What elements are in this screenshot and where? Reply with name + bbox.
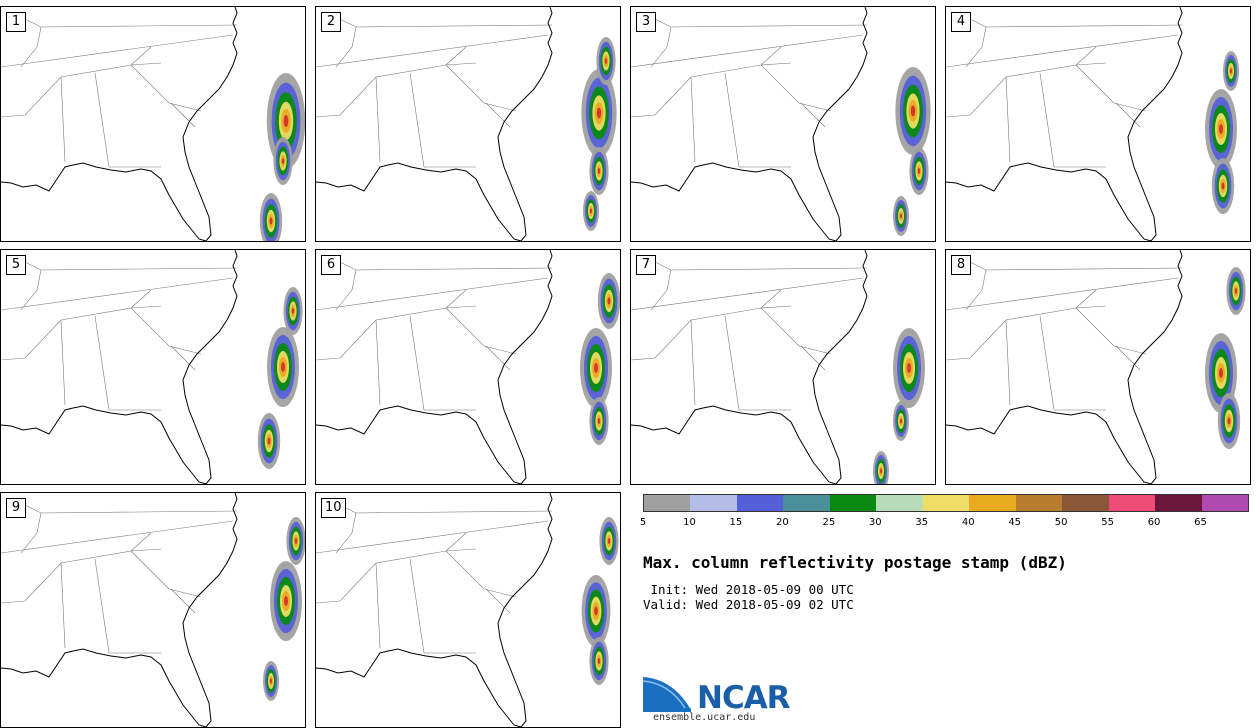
postage-stamp-panel: 3 (630, 6, 936, 242)
colorbar-segment (1108, 495, 1156, 511)
colorbar-tick-label: 15 (729, 517, 743, 528)
panel-number: 4 (951, 12, 971, 32)
colorbar-segment (736, 495, 784, 511)
map-canvas (631, 7, 931, 241)
colorbar-tick-label: 45 (1008, 517, 1022, 528)
colorbar-tick-label: 60 (1147, 517, 1161, 528)
postage-stamp-panel: 2 (315, 6, 621, 242)
colorbar-tick-label: 30 (868, 517, 882, 528)
colorbar-segment (644, 495, 691, 511)
map-canvas (946, 7, 1239, 241)
map-canvas (1, 493, 305, 727)
panel-number: 10 (321, 498, 346, 518)
panel-number: 6 (321, 255, 341, 275)
valid-time: Valid: Wed 2018-05-09 02 UTC (643, 597, 854, 612)
colorbar-tick-label: 50 (1054, 517, 1068, 528)
colorbar-segment (922, 495, 970, 511)
map-canvas (631, 250, 925, 484)
ncar-logo-text: NCAR (697, 680, 791, 716)
panel-number: 2 (321, 12, 341, 32)
colorbar-tick-label: 35 (915, 517, 929, 528)
colorbar-segment (1155, 495, 1202, 511)
postage-stamp-panel: 7 (630, 249, 936, 485)
colorbar-segment (690, 495, 737, 511)
colorbar-segment (1015, 495, 1063, 511)
colorbar-segment (1201, 495, 1249, 511)
colorbar-tick-label: 65 (1194, 517, 1207, 528)
map-canvas (316, 493, 619, 727)
panel-number: 3 (636, 12, 656, 32)
postage-stamp-panel: 5 (0, 249, 306, 485)
colorbar-tick-label: 25 (822, 517, 836, 528)
colorbar-tick-label: 20 (776, 517, 789, 528)
map-canvas (316, 250, 620, 484)
map-canvas (1, 7, 305, 241)
colorbar-segment (876, 495, 923, 511)
map-canvas (946, 250, 1246, 484)
panel-number: 5 (6, 255, 26, 275)
reflectivity-colorbar (643, 494, 1249, 512)
map-canvas (316, 7, 617, 241)
postage-stamp-panel: 10 (315, 492, 621, 728)
map-canvas (1, 250, 303, 484)
colorbar-segment (1062, 495, 1109, 511)
postage-stamp-panel: 6 (315, 249, 621, 485)
colorbar-segment (969, 495, 1016, 511)
colorbar-tick-label: 5 (639, 517, 647, 528)
chart-title: Max. column reflectivity postage stamp (… (643, 553, 1067, 572)
postage-stamp-panel: 4 (945, 6, 1251, 242)
postage-stamp-panel: 8 (945, 249, 1251, 485)
panel-number: 1 (6, 12, 26, 32)
panel-number: 7 (636, 255, 656, 275)
ncar-logo-icon (643, 675, 692, 712)
site-url: ensemble.ucar.edu (653, 712, 756, 723)
colorbar-segment (829, 495, 877, 511)
colorbar-tick-label: 55 (1101, 517, 1114, 528)
panel-number: 8 (951, 255, 971, 275)
init-time: Init: Wed 2018-05-09 00 UTC (643, 582, 854, 597)
postage-stamp-panel: 1 (0, 6, 306, 242)
colorbar-tick-label: 40 (961, 517, 975, 528)
panel-number: 9 (6, 498, 26, 518)
colorbar-segment (783, 495, 830, 511)
postage-stamp-panel: 9 (0, 492, 306, 728)
colorbar-tick-label: 10 (683, 517, 696, 528)
